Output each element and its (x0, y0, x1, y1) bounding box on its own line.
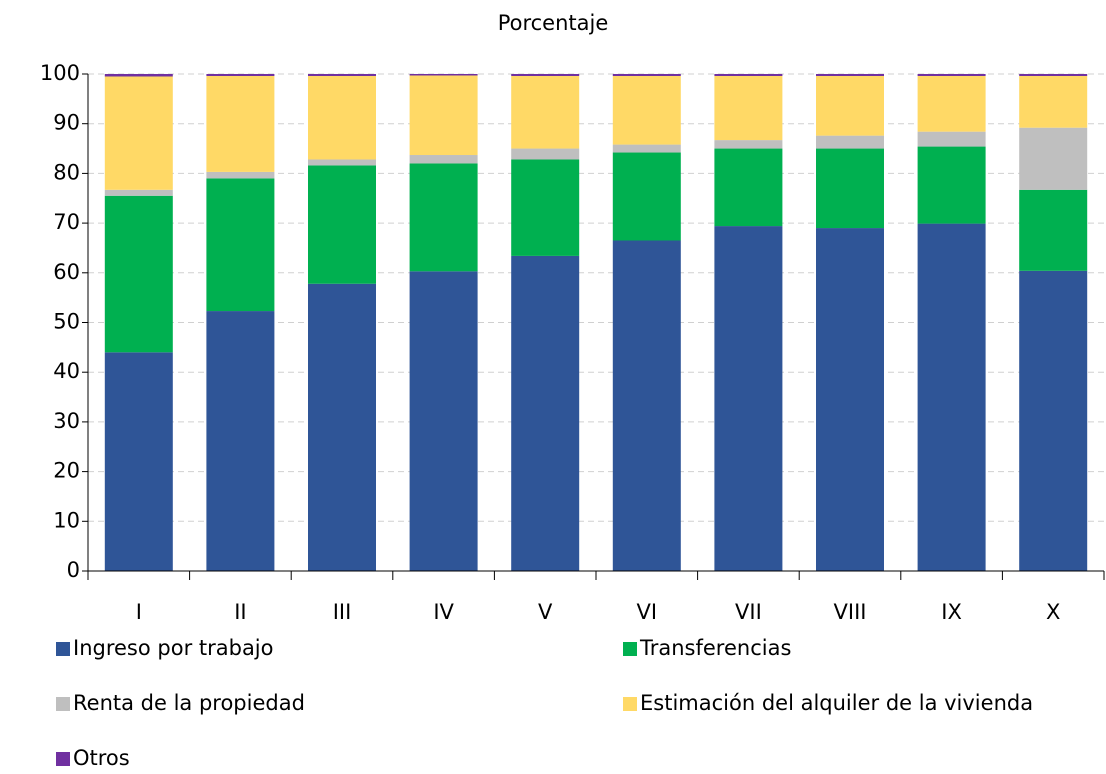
bar-segment (409, 163, 478, 272)
bar-segment (1019, 189, 1088, 271)
legend-swatch (56, 752, 70, 766)
x-tick-label: II (234, 600, 246, 624)
y-tick-label: 40 (53, 359, 80, 383)
bar-segment (714, 226, 783, 571)
chart-title: Porcentaje (498, 11, 609, 35)
y-tick-label: 30 (53, 409, 80, 433)
bar-segment (511, 148, 580, 160)
y-tick-label: 90 (53, 111, 80, 135)
bar-segment (1019, 74, 1088, 76)
bar-segment (511, 74, 580, 76)
bar-segment (104, 189, 173, 196)
x-tick-label: III (333, 600, 352, 624)
bar-segment (917, 131, 986, 147)
y-tick-label: 50 (53, 310, 80, 334)
bar-segment (308, 75, 376, 160)
bar-segment (1019, 270, 1088, 571)
bar-segment (104, 352, 173, 571)
bar-segment (612, 152, 681, 241)
bar-segment (511, 159, 580, 256)
x-tick-label: IX (941, 600, 962, 624)
bar-segment (206, 311, 275, 571)
bar-segment (612, 75, 681, 145)
y-tick-label: 60 (53, 260, 80, 284)
bar-segment (308, 159, 376, 166)
x-tick-label: I (136, 600, 142, 624)
y-tick-label: 20 (53, 459, 80, 483)
bar-segment (1019, 127, 1088, 190)
legend-label: Transferencias (639, 636, 791, 660)
y-tick-label: 10 (53, 508, 80, 532)
bar-segment (816, 74, 884, 76)
legend-swatch (623, 642, 637, 656)
bar-segment (409, 155, 478, 164)
bar-segment (206, 178, 275, 312)
y-tick-label: 80 (53, 160, 80, 184)
bar-segment (104, 195, 173, 353)
legend-label: Estimación del alquiler de la vivienda (640, 691, 1033, 715)
bar-segment (104, 74, 173, 77)
bar-segment (308, 283, 376, 571)
x-tick-label: X (1046, 600, 1060, 624)
legend-swatch (56, 697, 70, 711)
bar-segment (308, 165, 376, 284)
bar-segment (409, 271, 478, 571)
bar-segment (612, 74, 681, 76)
bar-segment (104, 76, 173, 190)
x-tick-label: V (538, 600, 553, 624)
bar-segment (409, 74, 478, 76)
bar-segment (816, 75, 884, 136)
legend-label: Ingreso por trabajo (73, 636, 274, 660)
bar-segment (206, 75, 275, 172)
bar-segment (816, 135, 884, 149)
y-tick-label: 100 (40, 61, 80, 85)
bar-segment (206, 74, 275, 76)
legend-swatch (623, 697, 637, 711)
bar-segment (816, 228, 884, 571)
y-tick-label: 0 (67, 558, 80, 582)
bar-segment (511, 75, 580, 149)
bar-segment (917, 75, 986, 132)
bar-segment (714, 74, 783, 76)
bar-segment (917, 223, 986, 572)
bar-segment (409, 75, 478, 156)
bar-segment (206, 171, 275, 179)
x-tick-label: IV (433, 600, 454, 624)
legend-swatch (56, 642, 70, 656)
bar-segment (714, 148, 783, 227)
x-tick-label: VIII (834, 600, 867, 624)
x-tick-label: VI (637, 600, 658, 624)
legend-label: Renta de la propiedad (73, 691, 305, 715)
bar-segment (714, 75, 783, 141)
bar-segment (612, 144, 681, 153)
bar-segment (917, 146, 986, 224)
bar-segment (308, 74, 376, 76)
bar-segment (714, 140, 783, 149)
bar-segment (816, 148, 884, 229)
bar-segment (612, 240, 681, 571)
bar-segment (917, 74, 986, 76)
x-tick-label: VII (735, 600, 762, 624)
bar-segment (1019, 75, 1088, 128)
legend-label: Otros (73, 746, 130, 770)
bar-segment (511, 255, 580, 572)
y-tick-label: 70 (53, 210, 80, 234)
